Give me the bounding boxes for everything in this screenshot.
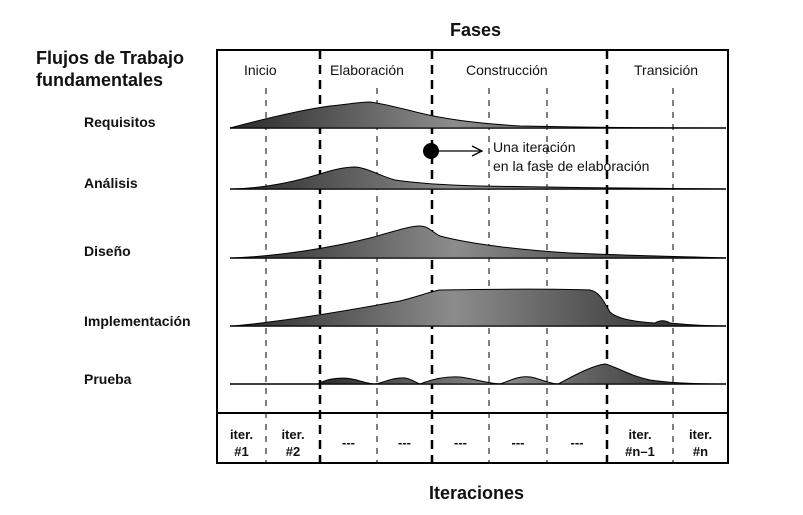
iteration-cell-4-line1: --- bbox=[398, 435, 411, 450]
phase-construccion: Construcción bbox=[466, 62, 548, 78]
workflow-label-requisitos: Requisitos bbox=[84, 114, 156, 130]
workflows-title-line2: fundamentales bbox=[36, 70, 164, 90]
phase-elaboracion: Elaboración bbox=[330, 62, 404, 78]
iteration-cell-7-line1: --- bbox=[570, 435, 584, 450]
implementacion-curve bbox=[231, 288, 727, 327]
iteration-cell-5-line1: --- bbox=[454, 435, 467, 450]
iteration-cell-4: --- bbox=[377, 434, 432, 451]
phase-inicio: Inicio bbox=[244, 62, 277, 78]
iteration-cell-2-line2: #2 bbox=[285, 444, 301, 459]
requisitos-curve bbox=[229, 101, 727, 129]
iteration-cell-9: iter. #n bbox=[673, 426, 728, 460]
iteration-cell-8: iter. #n–1 bbox=[607, 426, 673, 460]
annotation-line1: Una iteración bbox=[493, 139, 576, 155]
chart-frame bbox=[216, 49, 729, 464]
iteration-cell-3-line1: --- bbox=[342, 435, 355, 450]
annotation-arrow-head bbox=[471, 145, 484, 157]
iteration-cell-3: --- bbox=[320, 434, 377, 451]
iteration-cell-2: iter. #2 bbox=[266, 426, 320, 460]
phases-title: Fases bbox=[450, 20, 502, 40]
iteration-cell-9-line1: iter. bbox=[688, 427, 713, 442]
iteration-cell-8-line1: iter. bbox=[628, 427, 652, 442]
diseno-curve bbox=[231, 225, 727, 259]
iteration-cell-2-line1: iter. bbox=[281, 427, 305, 442]
iteration-cell-1-line1: iter. bbox=[229, 427, 254, 442]
workflow-label-prueba: Prueba bbox=[84, 371, 132, 387]
iteration-cell-8-line2: #n–1 bbox=[625, 444, 655, 459]
workflow-label-diseno: Diseño bbox=[84, 243, 131, 259]
workflow-label-implementacion: Implementación bbox=[84, 313, 191, 329]
analisis-curve bbox=[231, 166, 727, 190]
workflow-label-analisis: Análisis bbox=[84, 175, 138, 191]
iteration-marker-dot bbox=[423, 143, 439, 159]
iteration-cell-5: --- bbox=[432, 434, 489, 451]
prueba-curve bbox=[316, 363, 727, 385]
iteration-cell-1: iter. #1 bbox=[217, 426, 266, 460]
iteration-cell-9-line2: #n bbox=[692, 444, 709, 459]
iterations-footer: Iteraciones bbox=[429, 483, 525, 503]
iteration-cell-1-line2: #1 bbox=[234, 444, 249, 459]
workflows-title-line1: Flujos de Trabajo bbox=[36, 48, 185, 68]
phase-transicion: Transición bbox=[634, 62, 699, 78]
iteration-cell-6: --- bbox=[489, 434, 547, 451]
iteration-cell-7: --- bbox=[547, 434, 607, 451]
annotation-line2: en la fase de elaboración bbox=[493, 158, 650, 174]
iteration-cell-6-line1: --- bbox=[511, 435, 525, 450]
